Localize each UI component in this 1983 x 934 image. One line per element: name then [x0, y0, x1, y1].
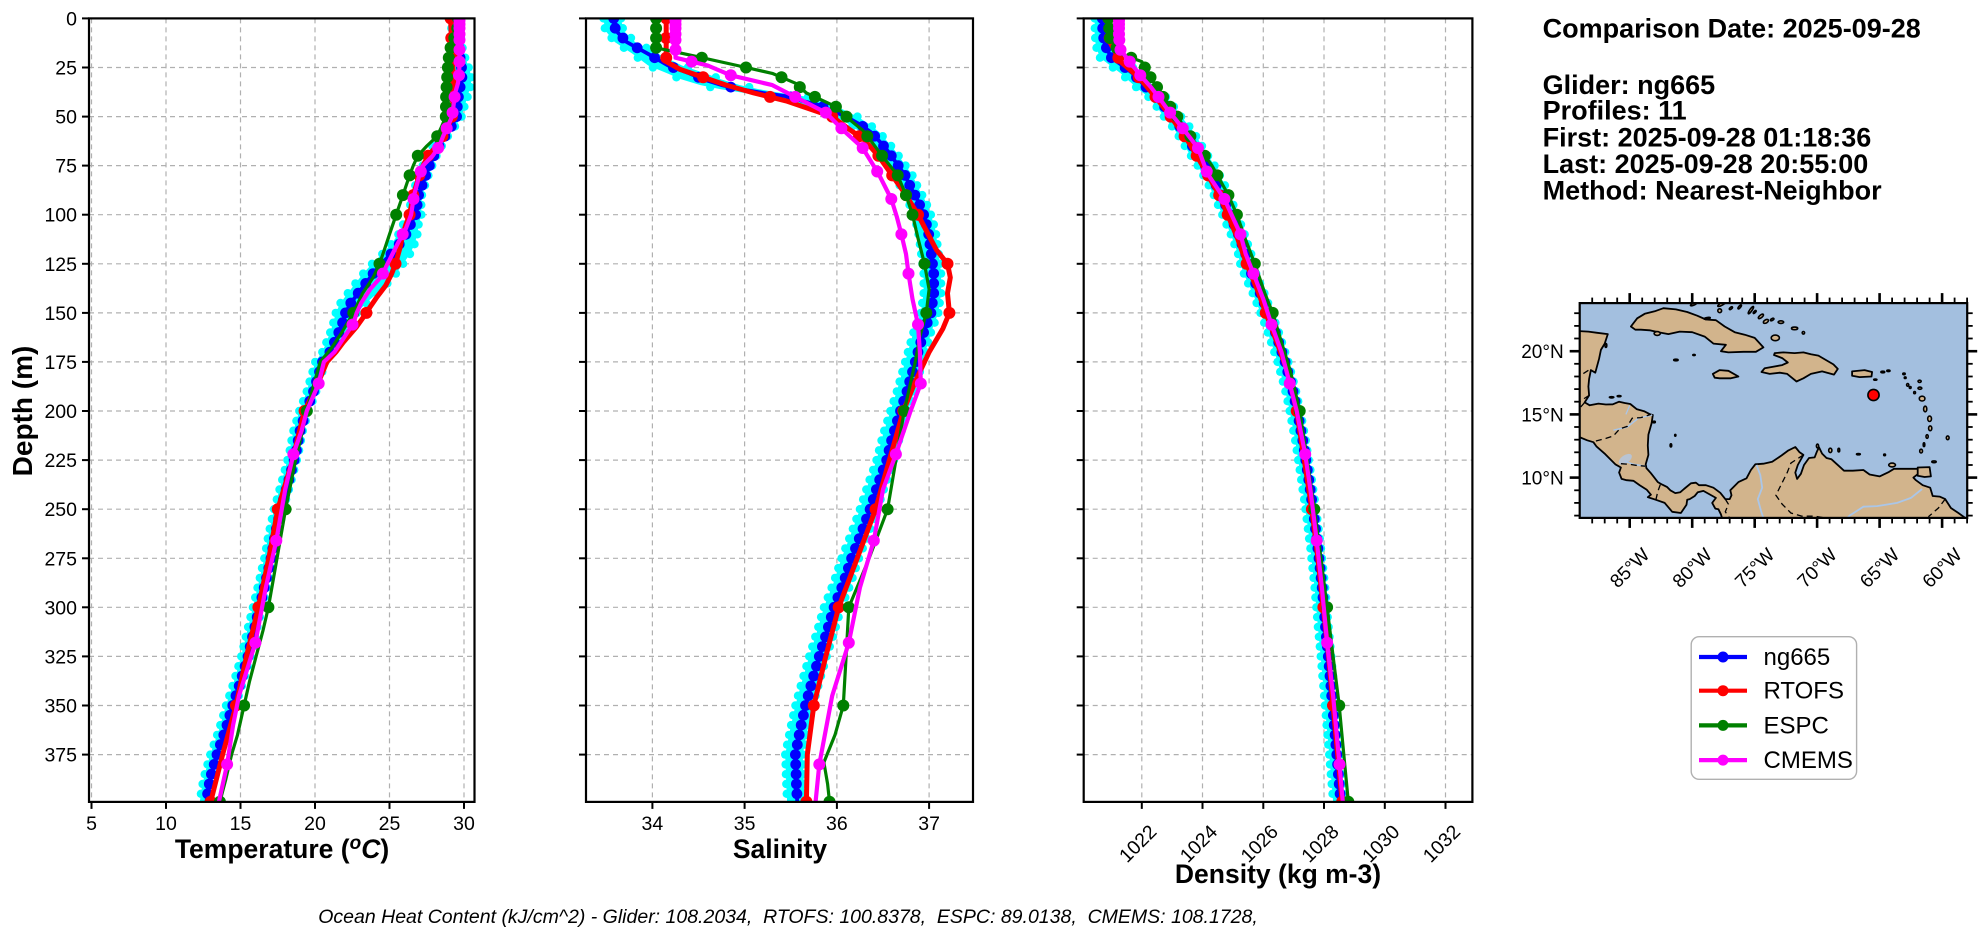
svg-text:5: 5 [86, 813, 97, 835]
svg-text:Depth (m): Depth (m) [7, 346, 38, 477]
svg-text:15°N: 15°N [1521, 405, 1563, 426]
svg-text:35: 35 [734, 813, 756, 835]
svg-text:25: 25 [55, 58, 77, 80]
svg-text:Density (kg m-3): Density (kg m-3) [1175, 859, 1381, 889]
svg-text:ng665: ng665 [1764, 644, 1831, 671]
svg-text:150: 150 [44, 303, 77, 325]
svg-text:50: 50 [55, 107, 77, 129]
svg-text:Ocean Heat Content (kJ/cm^2) -: Ocean Heat Content (kJ/cm^2) - Glider: 1… [318, 906, 1258, 928]
svg-text:34: 34 [642, 813, 664, 835]
svg-text:RTOFS: RTOFS [1764, 678, 1844, 705]
svg-text:Comparison Date: 2025-09-28: Comparison Date: 2025-09-28 [1543, 13, 1921, 43]
svg-text:First: 2025-09-28 01:18:36: First: 2025-09-28 01:18:36 [1543, 122, 1872, 152]
svg-text:100: 100 [44, 205, 77, 227]
svg-text:250: 250 [44, 499, 77, 521]
svg-text:37: 37 [918, 813, 940, 835]
svg-text:350: 350 [44, 696, 77, 718]
svg-text:Profiles: 11: Profiles: 11 [1543, 96, 1687, 126]
svg-text:375: 375 [44, 745, 77, 767]
svg-text:ESPC: ESPC [1764, 712, 1829, 739]
svg-text:300: 300 [44, 597, 77, 619]
svg-text:225: 225 [44, 450, 77, 472]
svg-text:Method: Nearest-Neighbor: Method: Nearest-Neighbor [1543, 176, 1883, 206]
svg-text:Glider: ng665: Glider: ng665 [1543, 70, 1716, 100]
svg-text:20°N: 20°N [1521, 342, 1563, 363]
svg-text:CMEMS: CMEMS [1764, 747, 1853, 774]
svg-text:125: 125 [44, 254, 77, 276]
svg-text:25: 25 [379, 813, 401, 835]
svg-text:15: 15 [230, 813, 252, 835]
svg-text:Salinity: Salinity [733, 834, 828, 864]
svg-text:0: 0 [66, 8, 77, 30]
svg-text:200: 200 [44, 401, 77, 423]
svg-text:Last: 2025-09-28 20:55:00: Last: 2025-09-28 20:55:00 [1543, 149, 1869, 179]
svg-text:Temperature (oC): Temperature (oC) [175, 833, 389, 864]
svg-text:36: 36 [826, 813, 848, 835]
svg-text:30: 30 [453, 813, 475, 835]
svg-text:75: 75 [55, 156, 77, 178]
svg-text:175: 175 [44, 352, 77, 374]
svg-text:10: 10 [155, 813, 177, 835]
svg-text:10°N: 10°N [1521, 469, 1563, 490]
svg-text:325: 325 [44, 646, 77, 668]
svg-text:275: 275 [44, 548, 77, 570]
svg-text:20: 20 [304, 813, 326, 835]
